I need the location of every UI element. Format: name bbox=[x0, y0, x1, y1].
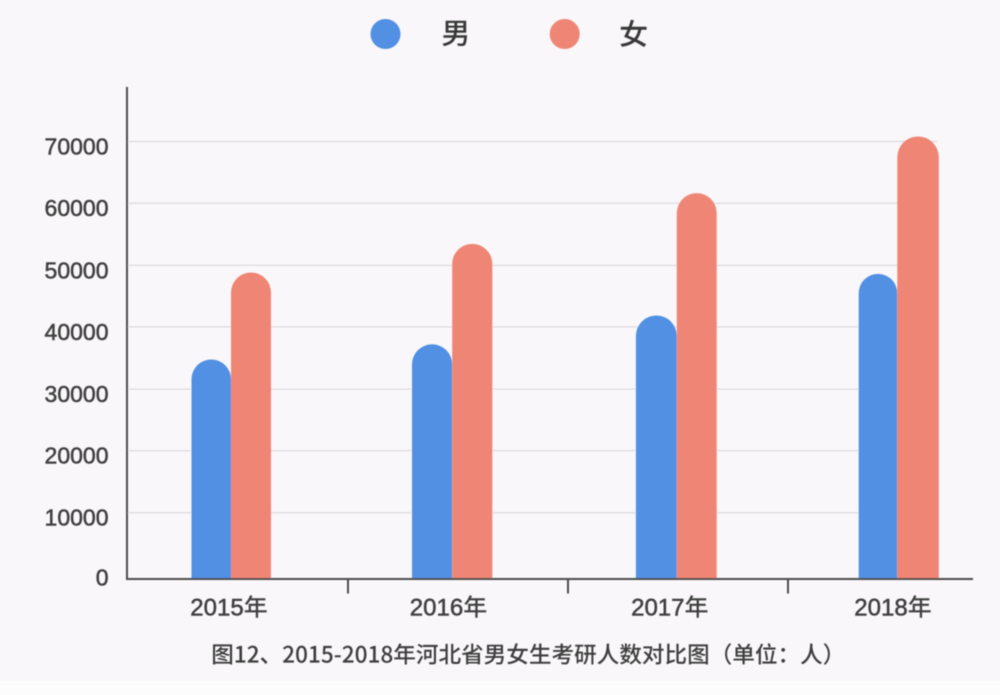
svg-text:60000: 60000 bbox=[45, 195, 109, 221]
svg-text:50000: 50000 bbox=[45, 257, 109, 283]
svg-text:0: 0 bbox=[96, 564, 109, 590]
svg-text:30000: 30000 bbox=[45, 381, 109, 407]
svg-text:40000: 40000 bbox=[45, 319, 109, 345]
svg-text:70000: 70000 bbox=[45, 133, 109, 159]
svg-text:20000: 20000 bbox=[45, 443, 109, 469]
svg-text:2016: 2016 bbox=[410, 595, 463, 622]
svg-text:2017: 2017 bbox=[631, 595, 684, 622]
svg-text:2015: 2015 bbox=[190, 595, 243, 622]
svg-text:10000: 10000 bbox=[45, 505, 109, 531]
svg-text:2018: 2018 bbox=[854, 595, 907, 622]
